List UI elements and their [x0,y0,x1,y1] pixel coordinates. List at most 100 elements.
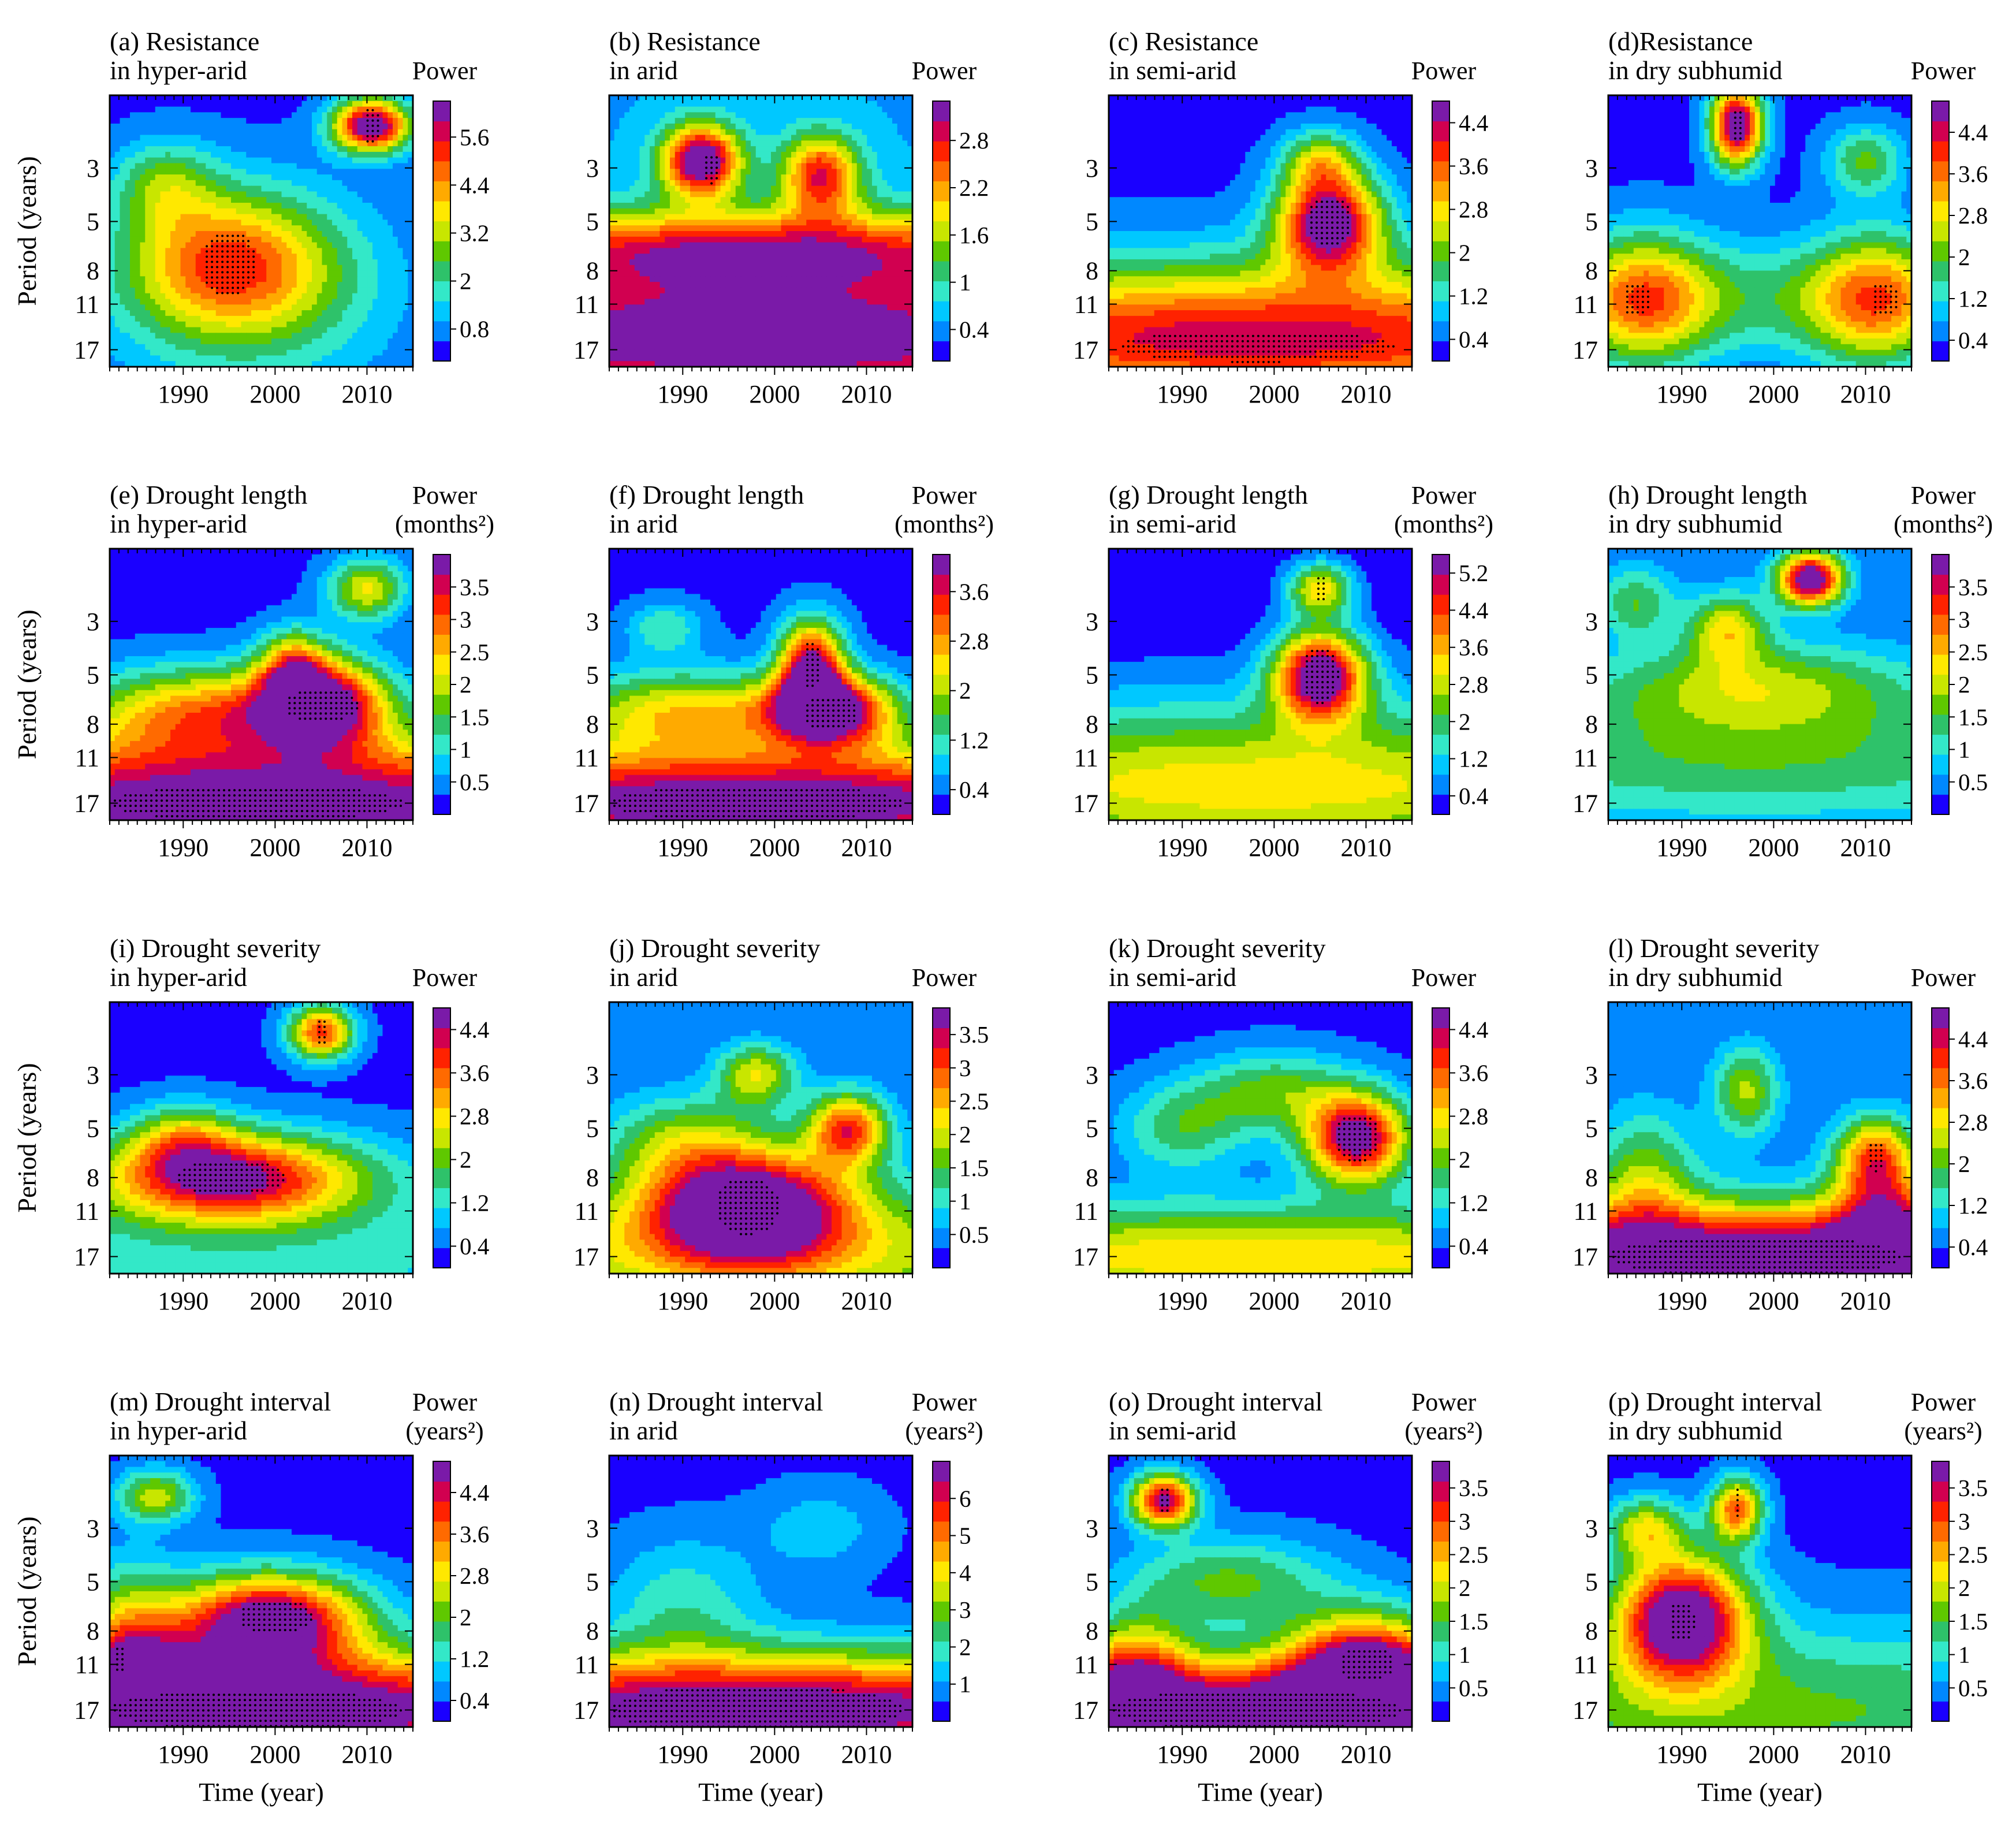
heat-cell [382,191,388,198]
heat-cell [670,169,676,175]
heat-cell [110,355,115,362]
heat-cell [847,254,852,260]
heat-cell [185,231,191,237]
heat-cell [725,203,731,209]
heat-cell [175,123,181,130]
heat-cell [337,112,343,118]
heat-cell [841,242,847,248]
heat-cell [286,225,292,232]
heat-cell [776,118,782,124]
heat-cell [882,270,888,277]
heat-cell [650,169,655,175]
heat-cell [377,287,383,294]
heat-cell [296,355,303,362]
heat-cell [135,118,141,124]
heat-cell [806,225,812,232]
heat-cell [685,185,691,192]
heat-cell [377,282,383,288]
heat-cell [332,315,338,322]
heat-cell [670,112,676,118]
heat-cell [241,151,247,158]
heat-cell [332,95,338,102]
heat-cell [327,259,333,266]
heat-cell [271,315,277,322]
heat-cell [322,270,327,277]
heat-cell [862,157,867,164]
heat-cell [316,236,323,243]
heat-cell [403,214,408,221]
heat-cell [654,174,661,181]
heat-cell [130,146,136,152]
heat-cell [659,169,665,175]
heat-cell [332,242,338,248]
heat-cell [619,95,625,102]
heat-cell [735,248,741,254]
heat-cell [362,185,368,192]
heat-cell [755,123,762,130]
heat-cell [292,180,297,187]
heat-cell [150,135,156,141]
heat-cell [766,276,772,282]
heat-cell [316,225,323,232]
heat-cell [185,265,191,271]
heat-cell [206,315,211,322]
heat-cell [135,344,141,351]
heat-cell [312,276,318,282]
heat-cell [387,157,393,164]
heat-cell [165,203,171,209]
heat-cell [160,293,166,300]
heat-cell [725,254,731,260]
heat-cell [791,180,797,187]
heat-cell [246,293,252,300]
heat-cell [715,101,721,107]
heat-cell [211,208,217,215]
heat-cell [731,236,736,243]
heat-cell [215,259,222,266]
heat-cell [180,287,186,294]
heat-cell [897,259,903,266]
heat-cell [236,169,242,175]
heat-cell [816,265,822,271]
heat-cell [710,101,716,107]
heat-cell [695,248,701,254]
heat-cell [786,197,792,203]
heat-cell [327,304,333,311]
heat-cell [165,197,171,203]
heat-cell [841,112,847,118]
heat-cell [251,219,257,226]
heat-cell [185,101,191,107]
heat-cell [316,361,323,367]
heat-cell [387,95,393,102]
heat-cell [372,349,378,356]
heat-cell [352,242,358,248]
heat-cell [160,112,166,118]
heat-cell [261,106,267,113]
heat-cell [665,219,670,226]
heat-cell [316,242,323,248]
heat-cell [852,225,858,232]
heat-cell [382,349,388,356]
heat-cell [403,185,408,192]
heat-cell [145,310,151,317]
heat-cell [120,242,125,248]
heat-cell [215,265,222,271]
heat-cell [377,338,383,345]
heat-cell [751,287,757,294]
heat-cell [771,157,777,164]
heat-cell [735,242,741,248]
heat-cell [786,106,792,113]
heat-cell [650,146,655,152]
heat-cell [352,95,358,102]
heat-cell [791,123,797,130]
heat-cell [609,197,615,203]
heat-cell [731,197,736,203]
colorbar-tick-label: 4.4 [460,172,489,198]
heat-cell [907,276,912,282]
heat-cell [862,208,867,215]
heat-cell [261,355,267,362]
heat-cell [316,140,323,147]
heat-cell [720,140,726,147]
heat-cell [281,355,287,362]
heat-cell [266,276,272,282]
heat-cell [639,270,645,277]
